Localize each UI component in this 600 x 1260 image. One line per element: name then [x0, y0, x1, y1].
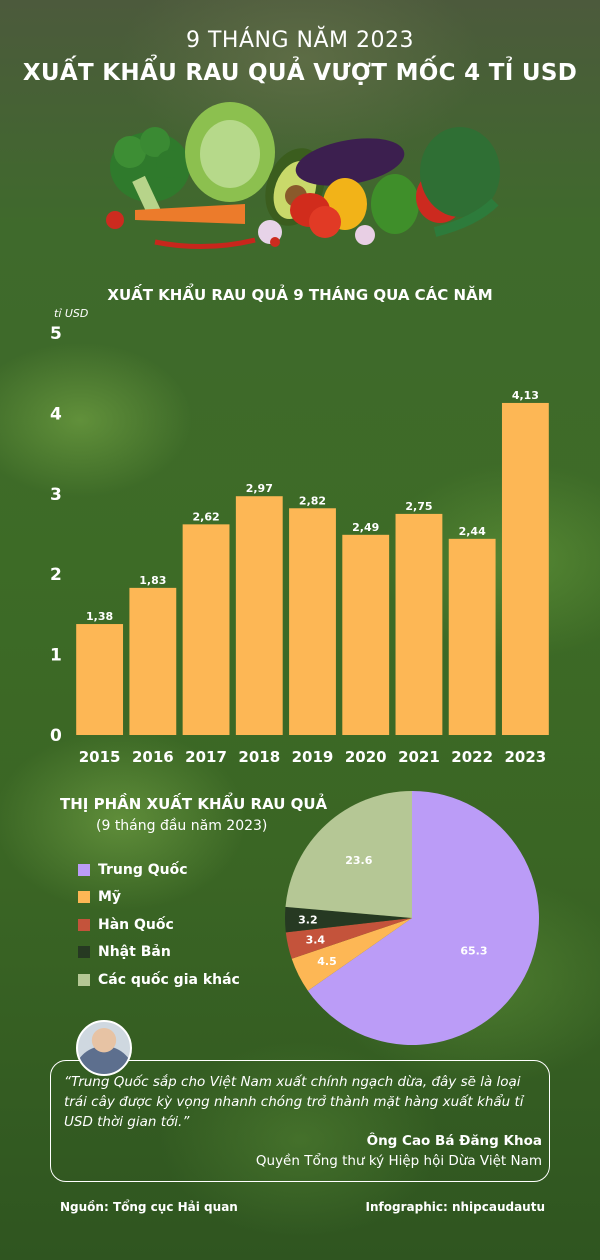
- y-tick-label: 4: [50, 404, 62, 424]
- bar-value-label: 1,38: [86, 610, 113, 623]
- legend-item-nhat-ban: Nhật Bản: [78, 939, 308, 967]
- bar-2021: [395, 513, 443, 735]
- bar-value-label: 2,82: [299, 494, 326, 507]
- quote-text: “Trung Quốc sắp cho Việt Nam xuất chính …: [64, 1074, 524, 1130]
- infographic-credit: Infographic: nhipcaudautu: [365, 1200, 545, 1214]
- pie-slice-my: [291, 918, 412, 991]
- legend-swatch: [78, 918, 90, 931]
- super-title: 9 THÁNG NĂM 2023: [186, 28, 414, 53]
- bar-2020: [342, 534, 390, 735]
- pie-value-label: 4.5: [317, 955, 337, 968]
- pie-value-label: 23.6: [345, 854, 372, 867]
- bar-value-label: 1,83: [139, 574, 166, 587]
- legend-label: Các quốc gia khác: [98, 971, 240, 988]
- x-tick-label: 2021: [398, 748, 440, 766]
- speaker-avatar: [76, 1020, 132, 1076]
- x-tick-label: 2019: [292, 748, 334, 766]
- legend-item-trung-quoc: Trung Quốc: [78, 856, 308, 884]
- quote-speaker-name: Ông Cao Bá Đăng Khoa: [366, 1133, 542, 1149]
- x-tick-label: 2015: [79, 748, 121, 766]
- bar-2018: [235, 496, 283, 735]
- legend-label: Nhật Bản: [98, 944, 171, 961]
- bar-value-label: 2,44: [459, 525, 486, 538]
- bar-value-label: 2,49: [352, 521, 379, 534]
- pie-chart: 65.3 4.5 3.4 3.2 23.6: [284, 791, 539, 1045]
- legend-label: Hàn Quốc: [98, 916, 174, 933]
- pie-legend: Trung Quốc Mỹ Hàn Quốc Nhật Bản Các quốc…: [78, 856, 308, 994]
- pie-chart-title: THỊ PHẦN XUẤT KHẨU RAU QUẢ: [60, 795, 328, 813]
- x-tick-label: 2023: [505, 748, 547, 766]
- quote-box: [50, 1060, 550, 1182]
- x-tick-label: 2017: [185, 748, 227, 766]
- pie-slice-nhat-ban: [284, 906, 412, 933]
- pie-slice-cac-quoc-gia-khac: [285, 791, 412, 918]
- x-tick-label: 2022: [451, 748, 493, 766]
- legend-swatch: [78, 891, 90, 904]
- bar-value-label: 2,97: [246, 482, 273, 495]
- pie-slice-trung-quoc: [307, 791, 539, 1045]
- bar-value-label: 2,62: [192, 510, 219, 523]
- bar-2015: [76, 624, 124, 735]
- y-tick-label: 1: [50, 646, 62, 666]
- bar-2022: [448, 538, 496, 735]
- quote-speaker-role: Quyền Tổng thư ký Hiệp hội Dừa Việt Nam: [255, 1153, 542, 1169]
- bar-value-label: 4,13: [512, 389, 539, 402]
- legend-swatch: [78, 863, 90, 876]
- legend-item-han-quoc: Hàn Quốc: [78, 911, 308, 939]
- pie-slice-han-quoc: [285, 918, 412, 959]
- bar-value-label: 2,75: [405, 500, 432, 513]
- bar-2019: [289, 508, 336, 735]
- vegetables-illustration: [106, 102, 500, 250]
- legend-label: Mỹ: [98, 889, 122, 906]
- y-tick-label: 3: [50, 485, 62, 505]
- legend-item-cac-quoc-gia-khac: Các quốc gia khác: [78, 966, 308, 994]
- y-tick-label: 5: [50, 324, 62, 344]
- source-note: Nguồn: Tổng cục Hải quan: [60, 1200, 238, 1214]
- x-tick-label: 2020: [345, 748, 387, 766]
- x-tick-label: 2016: [132, 748, 174, 766]
- bar-chart-plot: tỉ USD 0 1 2 3 4 5 1,38 2015 1,83 2016 2,62 2017 2,97…: [50, 307, 549, 766]
- main-title: XUẤT KHẨU RAU QUẢ VƯỢT MỐC 4 TỈ USD: [22, 60, 578, 86]
- legend-swatch: [78, 946, 90, 959]
- y-tick-label: 2: [50, 565, 62, 585]
- bar-chart: tỉ USD 0 1 2 3 4 5 1,38 2015 1,83 2016 2,62 2017 2,97…: [50, 307, 549, 766]
- bar-2023: [501, 402, 549, 735]
- y-axis-unit-label: tỉ USD: [54, 307, 88, 320]
- legend-swatch: [78, 973, 90, 986]
- x-tick-label: 2018: [238, 748, 280, 766]
- pie-value-label: 3.4: [306, 934, 326, 947]
- bar-2016: [129, 587, 177, 735]
- pie-value-label: 65.3: [460, 944, 487, 957]
- y-tick-label: 0: [50, 726, 62, 746]
- bar-chart-title: XUẤT KHẨU RAU QUẢ 9 THÁNG QUA CÁC NĂM: [107, 286, 493, 304]
- legend-item-my: Mỹ: [78, 884, 308, 912]
- legend-label: Trung Quốc: [98, 861, 188, 878]
- pie-chart-subtitle: (9 tháng đầu năm 2023): [96, 818, 268, 834]
- pie-chart-plot: 65.3 4.5 3.4 3.2 23.6: [284, 791, 539, 1045]
- pie-value-label: 3.2: [298, 913, 318, 926]
- bar-2017: [182, 524, 230, 735]
